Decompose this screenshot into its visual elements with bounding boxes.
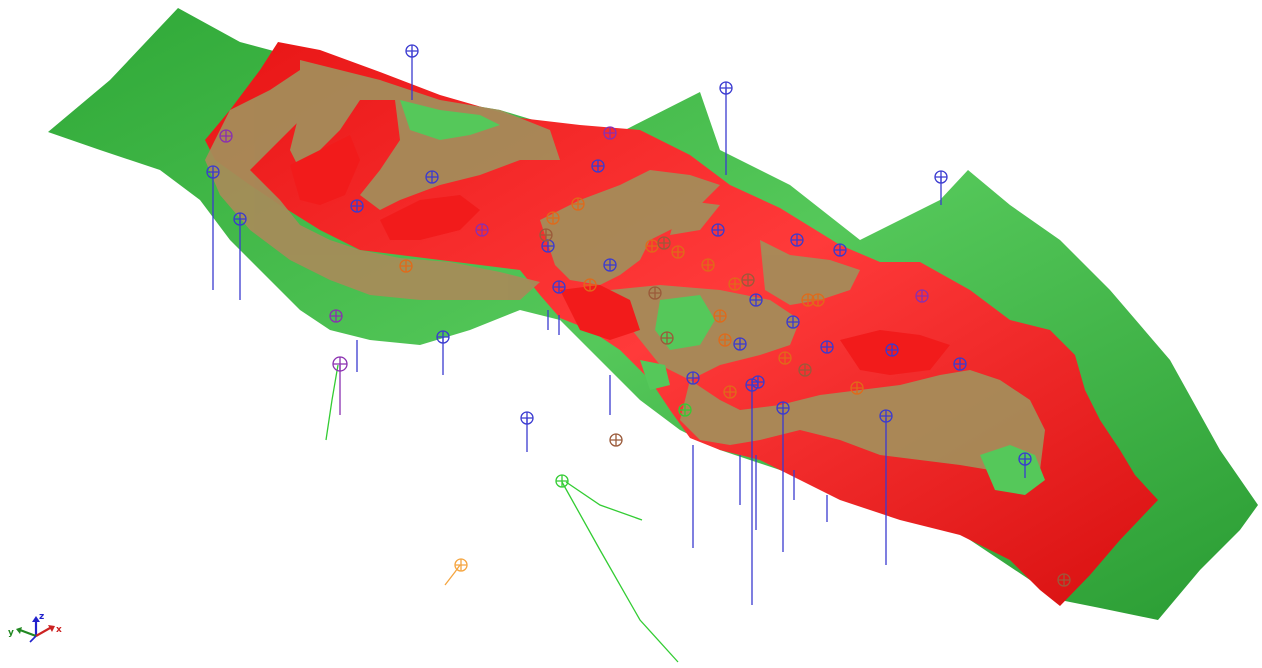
- x-axis-label: x: [56, 625, 62, 635]
- axis-triad-icon: z x y: [8, 612, 62, 643]
- y-axis-label: y: [8, 628, 14, 638]
- x-axis: [35, 627, 51, 637]
- z-axis-arrow: [32, 616, 40, 622]
- well-markers[interactable]: [206, 44, 1071, 587]
- y-axis: [19, 628, 37, 638]
- x-axis-arrow: [48, 625, 55, 632]
- y-axis-arrow: [16, 627, 22, 634]
- z-axis-label: z: [39, 612, 44, 622]
- axis-origin-tick: [29, 635, 37, 643]
- overlap-regions: [205, 60, 1045, 490]
- green-pockets: [400, 100, 1045, 495]
- red-islands: [290, 135, 950, 375]
